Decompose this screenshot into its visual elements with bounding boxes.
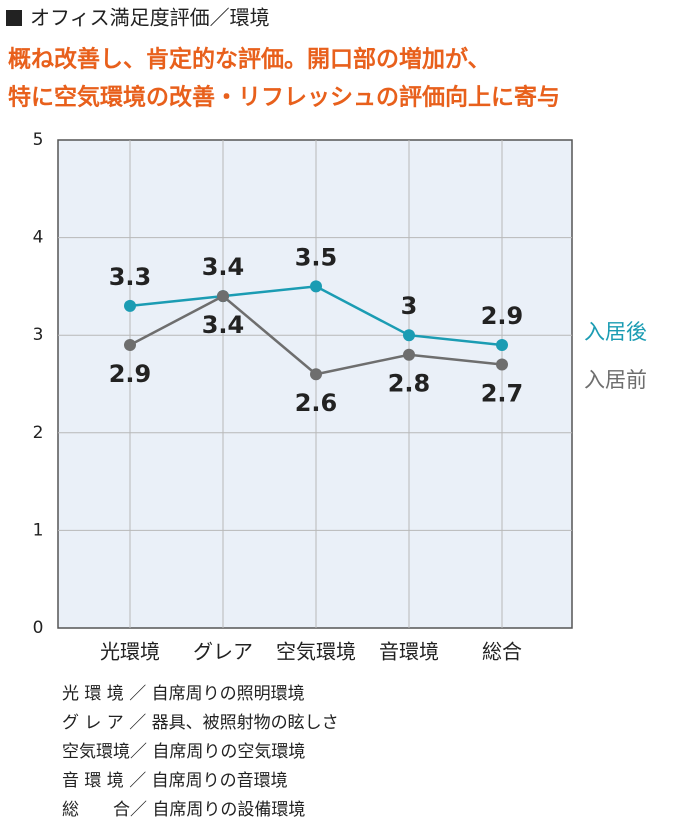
plot-area <box>57 139 573 629</box>
data-label: 3.4 <box>202 311 245 339</box>
data-label: 2.9 <box>481 302 524 330</box>
data-label: 3.4 <box>202 253 245 281</box>
footnote: 空気環境／ 自席周りの空気環境 <box>62 742 305 762</box>
data-label: 2.7 <box>481 379 524 407</box>
data-label: 3.3 <box>109 263 152 291</box>
legend-label: 入居後 <box>584 320 647 344</box>
data-label: 3 <box>401 292 418 320</box>
legend-label: 入居前 <box>584 368 647 392</box>
footnote: 光 環 境 ／ 自席周りの照明環境 <box>62 684 305 704</box>
chart-title: オフィス満足度評価／環境 <box>30 6 270 30</box>
y-tick-label: 3 <box>33 325 44 345</box>
data-label: 2.9 <box>109 360 152 388</box>
title-marker <box>6 10 22 26</box>
y-tick-label: 0 <box>33 618 44 638</box>
footnote: 音 環 境 ／ 自席周りの音環境 <box>62 771 288 791</box>
data-label: 2.8 <box>388 370 431 398</box>
data-point <box>496 338 508 351</box>
y-tick-label: 5 <box>33 130 44 150</box>
x-tick-label: 総合 <box>482 640 522 664</box>
y-tick-label: 4 <box>33 228 44 248</box>
footnote: グ レ ア ／ 器具、被照射物の眩しさ <box>62 713 339 733</box>
y-tick-label: 2 <box>33 423 44 443</box>
data-label: 2.6 <box>295 389 338 417</box>
subtitle: 概ね改善し、肯定的な評価。開口部の増加が、 <box>8 46 491 73</box>
x-tick-label: グレア <box>193 640 253 664</box>
data-point <box>403 348 415 361</box>
data-point <box>217 290 229 303</box>
footnote: 総 合／ 自席周りの設備環境 <box>62 800 305 820</box>
data-point <box>124 338 136 351</box>
x-tick-label: 空気環境 <box>276 640 356 664</box>
data-point <box>496 358 508 371</box>
x-tick-label: 音環境 <box>379 640 439 664</box>
data-point <box>310 280 322 293</box>
data-label: 3.5 <box>295 243 338 271</box>
data-point <box>310 368 322 381</box>
subtitle: 特に空気環境の改善・リフレッシュの評価向上に寄与 <box>8 84 560 111</box>
data-point <box>124 299 136 312</box>
x-tick-label: 光環境 <box>100 640 160 664</box>
y-tick-label: 1 <box>33 520 44 540</box>
data-point <box>403 329 415 342</box>
